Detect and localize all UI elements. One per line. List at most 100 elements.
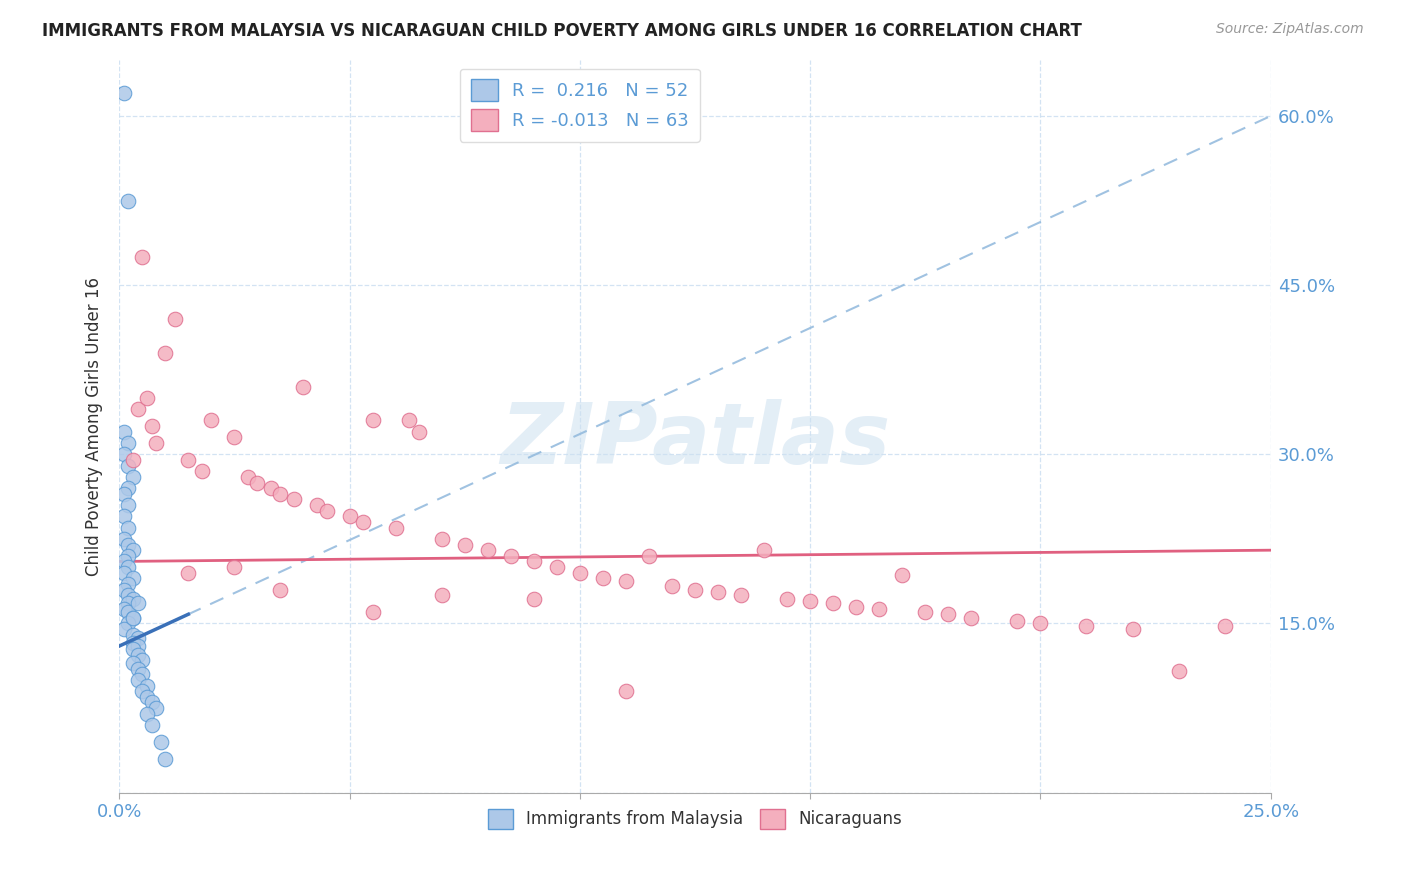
Point — [127, 631, 149, 645]
Point — [614, 684, 637, 698]
Text: Source: ZipAtlas.com: Source: ZipAtlas.com — [1216, 22, 1364, 37]
Point — [752, 543, 775, 558]
Point — [361, 605, 384, 619]
Point — [117, 481, 139, 495]
Point — [122, 571, 145, 585]
Point — [891, 568, 914, 582]
Point — [1121, 622, 1143, 636]
Point — [112, 532, 135, 546]
Point — [135, 690, 157, 704]
Point — [117, 194, 139, 208]
Point — [117, 537, 139, 551]
Point — [117, 588, 139, 602]
Point — [112, 582, 135, 597]
Point — [122, 611, 145, 625]
Point — [127, 662, 149, 676]
Point — [177, 566, 200, 580]
Point — [200, 413, 222, 427]
Point — [135, 679, 157, 693]
Point — [112, 622, 135, 636]
Point — [408, 425, 430, 439]
Point — [868, 602, 890, 616]
Point — [246, 475, 269, 490]
Point — [141, 419, 163, 434]
Point — [131, 667, 153, 681]
Point — [307, 498, 329, 512]
Point — [384, 521, 406, 535]
Point — [117, 521, 139, 535]
Point — [352, 515, 374, 529]
Point — [117, 458, 139, 473]
Point — [960, 611, 983, 625]
Point — [568, 566, 591, 580]
Point — [112, 566, 135, 580]
Point — [122, 453, 145, 467]
Point — [1167, 664, 1189, 678]
Point — [1029, 616, 1052, 631]
Point — [936, 607, 959, 622]
Point — [141, 718, 163, 732]
Point — [523, 554, 546, 568]
Point — [339, 509, 361, 524]
Point — [683, 582, 706, 597]
Point — [269, 582, 291, 597]
Point — [799, 594, 821, 608]
Point — [1007, 614, 1029, 628]
Point — [122, 591, 145, 606]
Point — [122, 470, 145, 484]
Point — [112, 602, 135, 616]
Point — [127, 596, 149, 610]
Point — [546, 560, 568, 574]
Point — [117, 436, 139, 450]
Point — [177, 453, 200, 467]
Point — [112, 554, 135, 568]
Point — [117, 596, 139, 610]
Point — [260, 481, 283, 495]
Point — [122, 635, 145, 649]
Point — [614, 574, 637, 588]
Point — [499, 549, 522, 563]
Point — [117, 577, 139, 591]
Point — [117, 549, 139, 563]
Point — [122, 656, 145, 670]
Point — [131, 652, 153, 666]
Legend: Immigrants from Malaysia, Nicaraguans: Immigrants from Malaysia, Nicaraguans — [481, 802, 908, 836]
Point — [638, 549, 661, 563]
Point — [477, 543, 499, 558]
Point — [127, 648, 149, 662]
Point — [155, 346, 177, 360]
Point — [127, 402, 149, 417]
Point — [776, 591, 799, 606]
Point — [1213, 619, 1236, 633]
Point — [117, 560, 139, 574]
Point — [145, 436, 167, 450]
Point — [224, 430, 246, 444]
Point — [398, 413, 420, 427]
Point — [292, 379, 315, 393]
Point — [1076, 619, 1098, 633]
Point — [914, 605, 936, 619]
Point — [155, 752, 177, 766]
Point — [191, 464, 214, 478]
Point — [135, 391, 157, 405]
Y-axis label: Child Poverty Among Girls Under 16: Child Poverty Among Girls Under 16 — [86, 277, 103, 575]
Point — [224, 560, 246, 574]
Point — [430, 532, 453, 546]
Point — [127, 639, 149, 653]
Point — [523, 591, 546, 606]
Point — [112, 87, 135, 101]
Point — [122, 642, 145, 657]
Point — [315, 504, 337, 518]
Point — [122, 543, 145, 558]
Point — [117, 498, 139, 512]
Point — [112, 487, 135, 501]
Point — [149, 735, 172, 749]
Point — [122, 628, 145, 642]
Point — [127, 673, 149, 687]
Point — [454, 537, 477, 551]
Point — [131, 684, 153, 698]
Point — [141, 695, 163, 709]
Point — [361, 413, 384, 427]
Point — [238, 470, 260, 484]
Point — [845, 599, 868, 614]
